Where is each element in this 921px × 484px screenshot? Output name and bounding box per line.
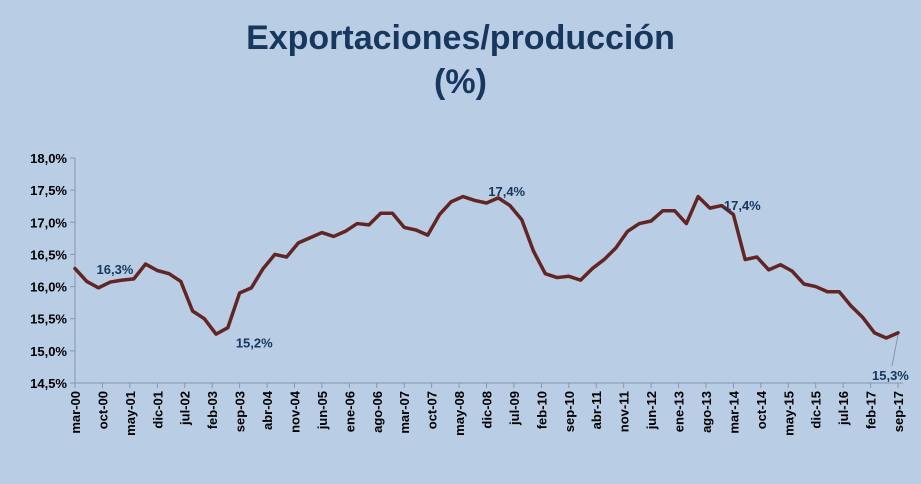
x-tick-label: oct-14 — [754, 390, 769, 429]
series-line — [73, 194, 900, 340]
x-axis: mar-00 oct-00 may-01 dic-01 jul-02 feb-03 sep-… — [68, 382, 906, 436]
x-tick-label: may-01 — [123, 391, 138, 436]
data-label: 17,4% — [724, 198, 761, 213]
x-tick-label: mar-00 — [68, 391, 83, 434]
x-tick-label: dic-01 — [150, 391, 165, 429]
data-label: 15,3% — [872, 368, 909, 383]
y-tick-label: 14,5% — [30, 376, 67, 391]
y-tick-label: 15,5% — [30, 312, 67, 327]
x-tick-label: nov-04 — [287, 390, 302, 433]
x-tick-label: dic-15 — [809, 391, 824, 429]
y-tick-label: 16,5% — [30, 247, 67, 262]
data-label: 17,4% — [488, 184, 525, 199]
data-labels: 16,3% 15,2% 17,4% 17,4% 15,3% — [97, 184, 910, 383]
chart-subtitle: (%) — [434, 63, 487, 101]
x-tick-label: oct-00 — [95, 391, 110, 429]
y-axis: 14,5% 15,0% 15,5% 16,0% 16,5% 17,0% 17,5% 18,0% — [30, 151, 76, 391]
y-tick-label: 18,0% — [30, 151, 67, 166]
series-layer — [73, 194, 900, 340]
x-tick-label: sep-10 — [562, 391, 577, 432]
x-tick-label: nov-11 — [617, 391, 632, 432]
data-label: 15,2% — [236, 336, 273, 351]
leader-line — [891, 334, 899, 366]
x-tick-label: jul-09 — [507, 391, 522, 426]
x-tick-label: abr-04 — [260, 390, 275, 430]
x-tick-label: dic-08 — [480, 391, 495, 429]
x-tick-label: mar-14 — [726, 390, 741, 433]
x-tick-label: oct-07 — [425, 391, 440, 429]
x-tick-label: feb-17 — [864, 391, 879, 429]
x-tick-label: sep-17 — [891, 391, 906, 432]
x-tick-label: feb-03 — [205, 391, 220, 429]
y-tick-label: 17,5% — [30, 183, 67, 198]
x-tick-label: jun-05 — [315, 391, 330, 430]
x-tick-label: may-15 — [781, 391, 796, 436]
chart-title: Exportaciones/producción (%) — [0, 16, 921, 104]
x-tick-label: ago-13 — [699, 391, 714, 433]
x-tick-label: feb-10 — [534, 391, 549, 429]
y-tick-label: 16,0% — [30, 280, 67, 295]
x-tick-label: mar-07 — [397, 391, 412, 434]
x-tick-label: ago-06 — [370, 391, 385, 433]
chart-title-main: Exportaciones/producción — [246, 19, 675, 57]
y-tick-label: 15,0% — [30, 344, 67, 359]
x-tick-label: jul-02 — [178, 391, 193, 426]
data-label: 16,3% — [97, 262, 134, 277]
x-tick-label: ene-13 — [672, 391, 687, 432]
x-tick-label: jun-12 — [644, 391, 659, 430]
x-tick-label: ene-06 — [342, 391, 357, 432]
x-tick-label: may-08 — [452, 391, 467, 436]
y-tick-label: 17,0% — [30, 215, 67, 230]
x-tick-label: abr-11 — [589, 391, 604, 429]
x-tick-label: jul-16 — [836, 391, 851, 426]
x-tick-label: sep-03 — [233, 391, 248, 432]
